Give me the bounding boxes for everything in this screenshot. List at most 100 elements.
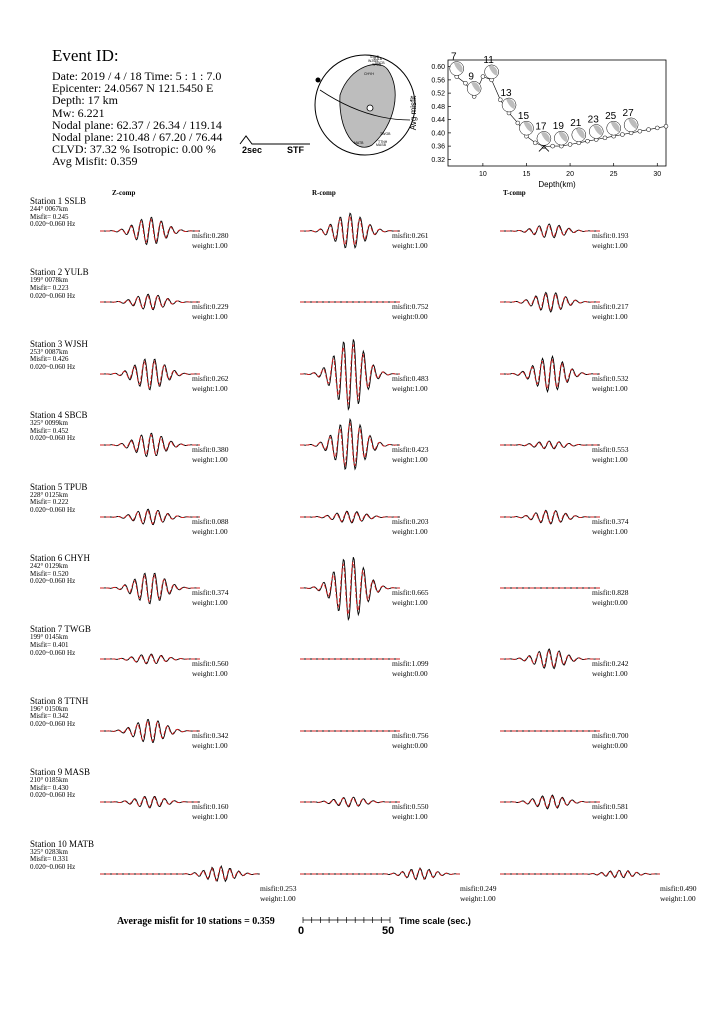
weight-value: weight:1.00 (592, 526, 628, 536)
weight-value: weight:1.00 (660, 893, 696, 903)
component-misfit: misfit:0.217 weight:1.00 (592, 302, 628, 322)
depth-label: 11 (483, 55, 494, 66)
waveform-trace (100, 358, 200, 391)
station-band: 0.020~0.060 Hz (30, 577, 76, 586)
component-misfit: misfit:0.483 weight:1.00 (392, 374, 428, 394)
misfit-value: misfit:0.374 (592, 516, 629, 526)
waveform-trace (100, 293, 200, 311)
weight-value: weight:1.00 (392, 383, 428, 393)
y-tick-label: 0.32 (431, 157, 445, 164)
misfit-value: misfit:0.253 (260, 883, 297, 893)
station-band: 0.020~0.060 Hz (30, 648, 76, 657)
misfit-point (463, 80, 468, 86)
misfit-value: misfit:0.342 (192, 730, 229, 740)
depth-beachball (588, 124, 604, 139)
weight-value: weight:1.00 (192, 455, 228, 465)
synthetic-trace (500, 510, 600, 524)
station-distance: 228° 0125km (30, 490, 68, 499)
beachball-station-label: CHYH (364, 72, 374, 76)
component-misfit: misfit:0.253 weight:1.00 (260, 884, 296, 904)
waveform-trace (300, 557, 401, 622)
misfit-point (480, 74, 486, 79)
scale-label: Time scale (sec.) (399, 916, 471, 926)
observed-trace (500, 794, 600, 810)
weight-value: weight:1.00 (192, 312, 228, 322)
waveform-trace (300, 796, 400, 808)
misfit-value: misfit:0.262 (192, 373, 229, 383)
synthetic-trace (100, 359, 200, 389)
waveform-trace (500, 648, 600, 670)
avg-misfit-summary: Avg Misfit: 0.359 (52, 154, 138, 168)
component-misfit: misfit:0.550 weight:1.00 (392, 802, 428, 822)
component-misfit: misfit:0.229 weight:1.00 (192, 302, 228, 322)
depth-misfit-chart: 10 15 20 25 30 0.32 0.36 0.40 0.44 0.48 0.52 0.56 0.… (409, 52, 669, 189)
misfit-value: misfit:0.756 (392, 730, 429, 740)
station-name: Station 6 CHYH (30, 553, 91, 563)
component-misfit: misfit:0.380 weight:1.00 (192, 445, 228, 465)
stf-duration: 2sec (242, 145, 263, 155)
x-axis-label: Depth(km) (538, 180, 576, 189)
station-name: Station 10 MATB (30, 838, 95, 849)
observed-trace (100, 216, 200, 246)
weight-value: weight:1.00 (592, 383, 628, 393)
beachball-station-label: SSLB (370, 55, 380, 59)
waveform-trace (300, 730, 400, 732)
waveform-trace (100, 572, 200, 605)
observed-trace (300, 339, 401, 411)
depth-beachball (466, 81, 482, 96)
synthetic-trace (500, 357, 600, 390)
weight-value: weight:0.00 (392, 669, 428, 679)
synthetic-trace (500, 441, 600, 449)
time-scale-bar (302, 917, 391, 923)
misfit-value: misfit:0.217 (592, 302, 629, 312)
synthetic-trace (100, 867, 261, 881)
misfit-value: misfit:0.581 (592, 802, 629, 812)
station-misfit: Misfit= 0.222 (30, 498, 69, 507)
station-header: Station 10 MATB 325° 0283km Misfit= 0.331 0… (30, 838, 95, 872)
station-misfit: Misfit= 0.342 (30, 712, 69, 721)
component-misfit: misfit:1.099 weight:0.00 (392, 659, 428, 679)
station-name: Station 7 TWGB (30, 624, 91, 635)
weight-value: weight:1.00 (192, 598, 228, 607)
misfit-point (602, 135, 608, 141)
observed-trace (100, 432, 200, 458)
scale-end: 50 (382, 925, 395, 937)
misfit-value: misfit:1.099 (392, 659, 429, 669)
station-header: Station 3 WJSH 253° 0087km Misfit= 0.426 0.… (30, 339, 88, 372)
waveform-trace (300, 339, 401, 411)
component-misfit: misfit:0.490 weight:1.00 (660, 884, 696, 904)
component-misfit: misfit:0.262 weight:1.00 (192, 374, 228, 394)
beachball-station-label: TTNH (378, 140, 388, 144)
misfit-point (567, 142, 573, 147)
misfit-value: misfit:0.280 (192, 231, 229, 240)
synthetic-trace (500, 224, 600, 238)
nodal-plane-1: Nodal plane: 62.37 / 26.34 / 119.14 (52, 118, 222, 132)
component-misfit: misfit:0.752 weight:0.00 (392, 302, 428, 322)
depth-label: 21 (570, 118, 582, 129)
observed-trace (500, 223, 600, 239)
station-distance: 244° 0067km (30, 205, 68, 213)
beachball-station-label: MASB (376, 143, 387, 147)
nodal-plane-2: Nodal plane: 210.48 / 67.20 / 76.44 (52, 130, 223, 144)
weight-value: weight:1.00 (260, 893, 296, 903)
x-tick-label: 30 (653, 171, 661, 178)
component-misfit: misfit:0.249 weight:1.00 (460, 884, 496, 904)
component-misfit: misfit:0.280 weight:1.00 (192, 231, 228, 251)
waveform-trace (500, 223, 600, 239)
station-band: 0.020~0.060 Hz (30, 362, 76, 371)
synthetic-trace (300, 511, 400, 523)
station-header: Station 7 TWGB 199° 0145km Misfit= 0.401 0.… (30, 625, 91, 657)
weight-value: weight:1.00 (392, 598, 428, 607)
waveform-trace (500, 794, 600, 810)
station-header: Station 1 SSLB 244° 0067km Misfit= 0.245 0.… (30, 197, 86, 229)
waveform-trace (100, 864, 261, 882)
misfit-value: misfit:0.550 (392, 802, 429, 812)
synthetic-trace (100, 218, 200, 244)
misfit-value: misfit:0.532 (592, 373, 629, 383)
weight-value: weight:1.00 (392, 241, 428, 250)
station-misfit: Misfit= 0.401 (30, 640, 69, 649)
station-band: 0.020~0.060 Hz (30, 291, 76, 300)
event-date: Date: 2019 / 4 / 18 Time: 5 : 1 : 7.0 (52, 69, 222, 83)
weight-value: weight:1.00 (460, 893, 496, 903)
